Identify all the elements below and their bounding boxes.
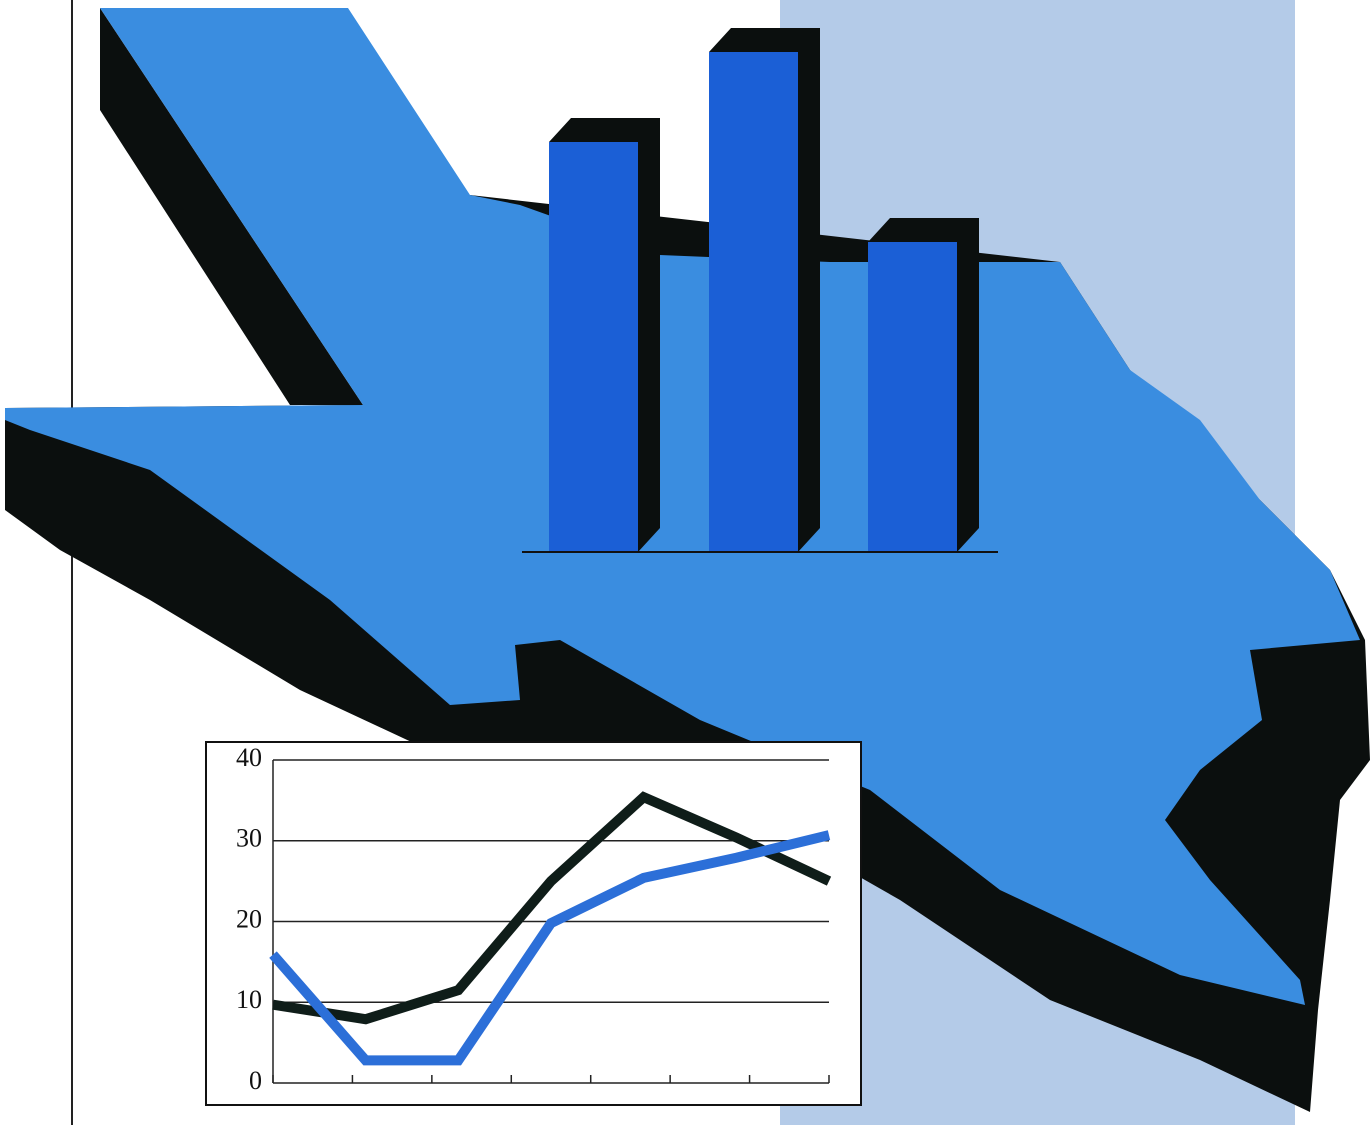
y-tick-label: 10: [236, 985, 262, 1014]
y-tick-label: 20: [236, 904, 262, 933]
chart-frame: [205, 741, 862, 1106]
bar: [549, 142, 638, 552]
y-tick-label: 0: [249, 1066, 262, 1095]
line-chart: 0 10 20 30 40: [205, 741, 862, 1106]
series-line: [272, 791, 832, 1025]
series-line: [269, 830, 831, 1066]
bar-chart: [522, 28, 998, 553]
y-tick-label: 40: [236, 743, 262, 772]
map: [5, 8, 1370, 1112]
bar: [868, 242, 957, 552]
y-tick-label: 30: [236, 824, 262, 853]
bar: [709, 52, 798, 552]
map-face: [5, 8, 1360, 1005]
